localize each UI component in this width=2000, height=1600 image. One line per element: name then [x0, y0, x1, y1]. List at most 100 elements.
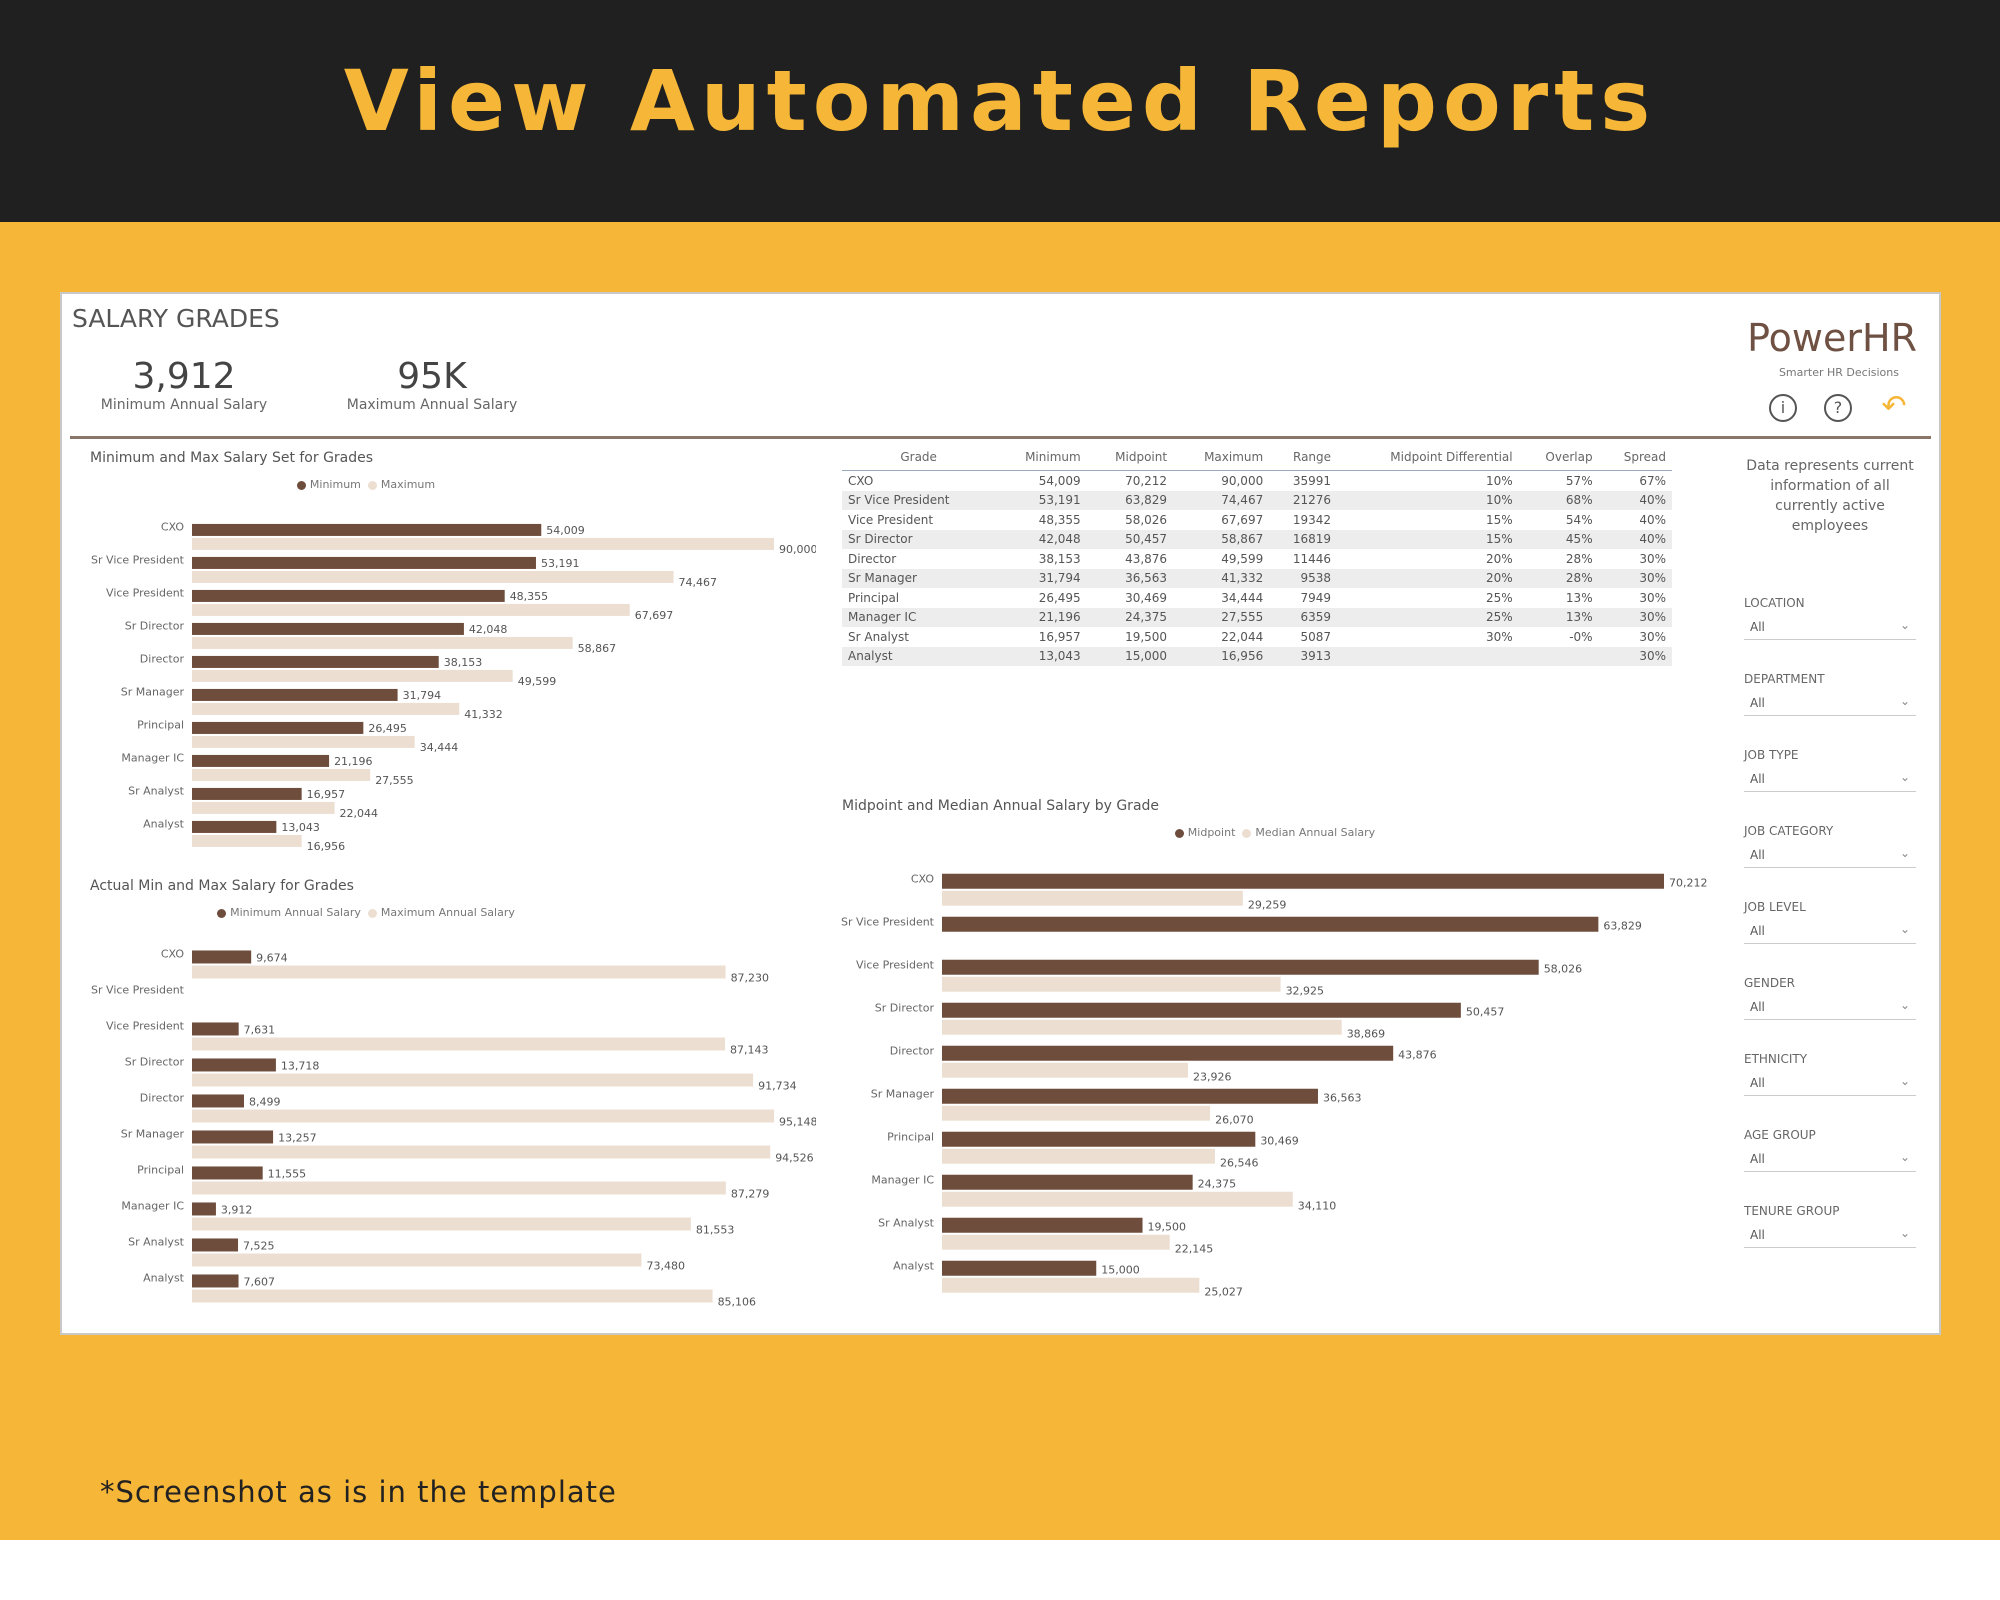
- table-cell: 10%: [1337, 490, 1519, 510]
- bar-maximum[interactable]: [192, 669, 513, 682]
- bar-maximum-annual-salary[interactable]: [192, 1217, 691, 1231]
- bar-median-annual-salary[interactable]: [942, 1148, 1215, 1164]
- help-icon[interactable]: ?: [1824, 394, 1852, 422]
- column-header[interactable]: Spread: [1598, 446, 1672, 471]
- bar-maximum[interactable]: [192, 603, 630, 616]
- bar-midpoint[interactable]: [942, 916, 1599, 932]
- table-row[interactable]: CXO 54,009 70,212 90,000 35991 10% 57% 67%: [842, 471, 1672, 491]
- slicer-dropdown[interactable]: All ⌄: [1744, 920, 1916, 944]
- bar-minimum[interactable]: [192, 754, 330, 767]
- bar-minimum-annual-salary[interactable]: [192, 1274, 239, 1288]
- table-row[interactable]: Analyst 13,043 15,000 16,956 3913 30%: [842, 646, 1672, 666]
- bar-maximum-annual-salary[interactable]: [192, 1109, 774, 1123]
- slicer-dropdown[interactable]: All ⌄: [1744, 844, 1916, 868]
- data-label: 53,191: [541, 557, 580, 570]
- table-cell: CXO: [848, 473, 874, 488]
- bar-minimum-annual-salary[interactable]: [192, 1238, 239, 1252]
- tick-label: Sr Director: [125, 620, 185, 633]
- slicer-dropdown[interactable]: All ⌄: [1744, 1224, 1916, 1248]
- bar-maximum-annual-salary[interactable]: [192, 965, 726, 979]
- bar-median-annual-salary[interactable]: [942, 1277, 1200, 1293]
- column-header[interactable]: Minimum: [995, 446, 1087, 471]
- table-row[interactable]: Director 38,153 43,876 49,599 11446 20% 28% 30%: [842, 549, 1672, 569]
- bar-median-annual-salary[interactable]: [942, 1019, 1342, 1035]
- column-header[interactable]: Range: [1269, 446, 1338, 471]
- data-label: 54,009: [546, 524, 585, 537]
- bar-minimum[interactable]: [192, 556, 536, 569]
- table-cell: 48,355: [1038, 512, 1081, 527]
- bar-minimum[interactable]: [192, 655, 439, 668]
- bar-maximum-annual-salary[interactable]: [192, 1145, 771, 1159]
- bar-maximum-annual-salary[interactable]: [192, 1181, 726, 1195]
- info-icon[interactable]: i: [1769, 394, 1797, 422]
- bar-maximum-annual-salary[interactable]: [192, 1037, 726, 1051]
- table-cell: 41,332: [1173, 568, 1270, 588]
- bar-maximum[interactable]: [192, 537, 774, 550]
- table-row[interactable]: Vice President 48,355 58,026 67,697 19342 15%…: [842, 510, 1672, 530]
- table-row[interactable]: Sr Director 42,048 50,457 58,867 16819 15% 45%…: [842, 529, 1672, 549]
- bar-midpoint[interactable]: [942, 959, 1539, 975]
- bar-minimum-annual-salary[interactable]: [192, 1022, 239, 1036]
- bar-maximum-annual-salary[interactable]: [192, 1289, 713, 1303]
- slicer-dropdown[interactable]: All ⌄: [1744, 996, 1916, 1020]
- bar-minimum-annual-salary[interactable]: [192, 1058, 276, 1072]
- undo-icon[interactable]: ↶: [1881, 389, 1907, 424]
- bar-maximum[interactable]: [192, 834, 302, 847]
- table-row[interactable]: Sr Manager 31,794 36,563 41,332 9538 20% 28% 30…: [842, 568, 1672, 588]
- slicer-dropdown[interactable]: All ⌄: [1744, 768, 1916, 792]
- bar-midpoint[interactable]: [942, 1260, 1097, 1276]
- table-row[interactable]: Principal 26,495 30,469 34,444 7949 25% 13% 30%: [842, 588, 1672, 608]
- table-row[interactable]: Sr Analyst 16,957 19,500 22,044 5087 30% -0% 30…: [842, 627, 1672, 647]
- bar-minimum-annual-salary[interactable]: [192, 1202, 216, 1216]
- column-header[interactable]: Grade: [842, 446, 996, 471]
- bar-minimum[interactable]: [192, 589, 505, 602]
- table-row[interactable]: Sr Vice President 53,191 63,829 74,467 21276…: [842, 490, 1672, 510]
- bar-minimum-annual-salary[interactable]: [192, 950, 252, 964]
- slicer-dropdown[interactable]: All ⌄: [1744, 616, 1916, 640]
- bar-maximum[interactable]: [192, 768, 371, 781]
- bar-minimum[interactable]: [192, 688, 398, 701]
- bar-midpoint[interactable]: [942, 1174, 1193, 1190]
- column-header[interactable]: Midpoint: [1086, 446, 1174, 471]
- bar-midpoint[interactable]: [942, 1131, 1256, 1147]
- data-label: 41,332: [464, 708, 503, 721]
- table-cell: 28%: [1518, 568, 1599, 588]
- bar-minimum-annual-salary[interactable]: [192, 1094, 244, 1108]
- bar-median-annual-salary[interactable]: [942, 1062, 1189, 1078]
- bar-median-annual-salary[interactable]: [942, 890, 1243, 906]
- bar-minimum-annual-salary[interactable]: [192, 1130, 274, 1144]
- bar-midpoint[interactable]: [942, 1045, 1394, 1061]
- brand-logo: PowerHR: [1747, 316, 1917, 360]
- bar-median-annual-salary[interactable]: [942, 1105, 1211, 1121]
- column-header[interactable]: Maximum: [1173, 446, 1270, 471]
- table-cell: 24,375: [1086, 607, 1174, 627]
- slicer-dropdown[interactable]: All ⌄: [1744, 1072, 1916, 1096]
- table-row[interactable]: Manager IC 21,196 24,375 27,555 6359 25% 13% 30…: [842, 607, 1672, 627]
- column-header[interactable]: Midpoint Differential: [1337, 446, 1519, 471]
- bar-median-annual-salary[interactable]: [942, 1191, 1293, 1207]
- data-label: 16,957: [307, 788, 346, 801]
- bar-minimum-annual-salary[interactable]: [192, 1166, 263, 1180]
- column-header[interactable]: Overlap: [1518, 446, 1599, 471]
- bar-minimum[interactable]: [192, 523, 542, 536]
- bar-minimum[interactable]: [192, 787, 302, 800]
- tick-label: Principal: [137, 1164, 184, 1177]
- bar-median-annual-salary[interactable]: [942, 976, 1281, 992]
- slicer-dropdown[interactable]: All ⌄: [1744, 1148, 1916, 1172]
- bar-median-annual-salary[interactable]: [942, 1234, 1170, 1250]
- bar-maximum-annual-salary[interactable]: [192, 1253, 642, 1267]
- bar-midpoint[interactable]: [942, 1217, 1143, 1233]
- bar-midpoint[interactable]: [942, 1088, 1318, 1104]
- bar-minimum[interactable]: [192, 721, 364, 734]
- bar-maximum-annual-salary[interactable]: [192, 1073, 754, 1087]
- bar-midpoint[interactable]: [942, 873, 1664, 889]
- bar-maximum[interactable]: [192, 636, 573, 649]
- bar-maximum[interactable]: [192, 735, 415, 748]
- bar-maximum[interactable]: [192, 702, 460, 715]
- slicer-dropdown[interactable]: All ⌄: [1744, 692, 1916, 716]
- bar-midpoint[interactable]: [942, 1002, 1461, 1018]
- bar-maximum[interactable]: [192, 801, 335, 814]
- bar-minimum[interactable]: [192, 820, 277, 833]
- bar-minimum[interactable]: [192, 622, 464, 635]
- bar-maximum[interactable]: [192, 570, 674, 583]
